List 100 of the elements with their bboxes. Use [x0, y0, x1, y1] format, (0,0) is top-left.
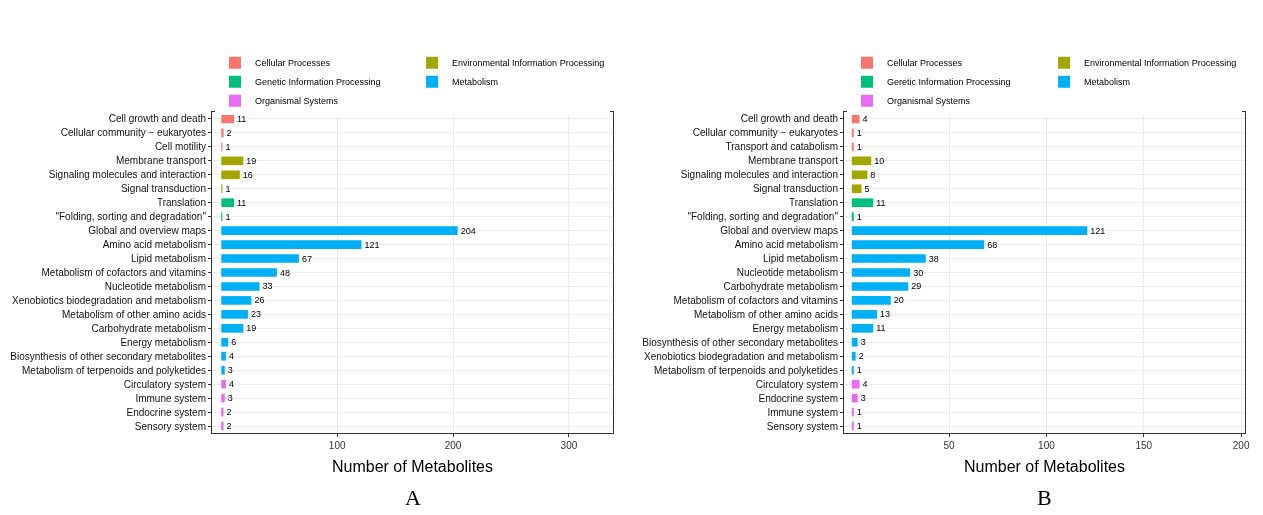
- y-tick-label: Metabolism of terpenoids and polyketides: [653, 364, 838, 376]
- y-tick-label: "Folding, sorting and degradation": [686, 211, 838, 223]
- y-tick-label: Global and overview maps: [719, 225, 838, 237]
- bar: [851, 337, 858, 347]
- bar: [221, 198, 235, 208]
- bar: [221, 337, 229, 347]
- x-tick-label: 100: [1037, 440, 1055, 451]
- bar: [851, 156, 871, 166]
- y-tick-label: Amino acid metabolism: [102, 239, 206, 251]
- x-tick-label: 100: [328, 440, 346, 451]
- data-label: 48: [279, 267, 290, 278]
- data-label: 20: [893, 295, 904, 306]
- data-label: 13: [879, 309, 890, 320]
- bar: [851, 254, 926, 263]
- data-label: 2: [226, 421, 232, 432]
- y-tick-label: Membrane transport: [115, 155, 207, 167]
- bar: [851, 324, 873, 333]
- x-tick-label: 300: [560, 440, 578, 451]
- bar: [851, 296, 891, 305]
- y-tick-label: Metabolism of other amino acids: [62, 308, 206, 320]
- y-tick-label: Lipid metabolism: [130, 253, 206, 265]
- y-tick-label: Cellular community − eukaryotes: [692, 127, 838, 139]
- data-label: 4: [228, 351, 234, 362]
- bar: [851, 170, 867, 180]
- data-label: 3: [227, 393, 233, 404]
- bar: [221, 393, 225, 403]
- y-tick-label: Signaling molecules and interaction: [48, 169, 206, 181]
- x-tick-label: 200: [444, 440, 462, 451]
- bar: [851, 379, 860, 389]
- data-label: 19: [246, 155, 257, 166]
- bar: [851, 240, 984, 249]
- data-label: 11: [237, 113, 247, 124]
- data-label: 121: [364, 239, 380, 250]
- data-label: 1: [856, 141, 862, 152]
- bar: [221, 421, 224, 431]
- y-tick-label: Metabolism of terpenoids and polyketides: [22, 364, 206, 376]
- bar: [221, 170, 240, 180]
- y-tick-label: Cell growth and death: [740, 113, 838, 125]
- data-label: 23: [250, 309, 261, 320]
- y-tick-label: Xenobiotics biodegradation and metabolism: [11, 294, 206, 306]
- y-tick-label: Circulatory system: [123, 378, 206, 390]
- x-axis-title: Number of Metabolites: [332, 457, 493, 475]
- data-label: 1: [856, 127, 862, 138]
- bar: [851, 184, 862, 194]
- data-label: 2: [226, 407, 232, 418]
- data-label: 1: [225, 211, 231, 222]
- x-tick-label: 150: [1134, 440, 1153, 451]
- legend-label: Cellular Processes: [255, 58, 331, 69]
- y-tick-label: Carbohydrate metabolism: [723, 280, 838, 292]
- y-tick-label: Lipid metabolism: [762, 253, 838, 265]
- y-tick-label: Cell motility: [154, 141, 206, 153]
- y-tick-label: Amino acid metabolism: [734, 239, 838, 251]
- data-label: 1: [856, 421, 862, 432]
- y-tick-label: Signaling molecules and interaction: [680, 169, 838, 181]
- bar: [221, 240, 362, 249]
- data-label: 204: [460, 225, 476, 236]
- data-label: 68: [986, 239, 997, 250]
- legend-label: Metabolism: [452, 77, 499, 88]
- data-label: 11: [875, 197, 886, 208]
- text: A: [405, 485, 421, 510]
- x-axis-title: Number of Metabolites: [963, 457, 1125, 475]
- data-label: 10: [873, 155, 884, 166]
- data-label: 11: [237, 197, 247, 208]
- data-label: 4: [862, 113, 868, 124]
- data-label: 5: [864, 183, 870, 194]
- bar: [221, 365, 225, 375]
- y-tick-label: Translation: [156, 197, 206, 209]
- bar: [221, 254, 299, 263]
- data-label: 3: [227, 365, 233, 376]
- y-tick-label: Biosynthesis of other secondary metabolites: [641, 336, 838, 348]
- y-tick-label: Metabolism of cofactors and vitamins: [41, 267, 206, 278]
- data-label: 1: [856, 365, 862, 376]
- y-tick-label: Sensory system: [766, 420, 838, 432]
- y-tick-label: Biosynthesis of other secondary metabolites: [10, 350, 206, 362]
- bar: [851, 114, 860, 124]
- bar: [851, 393, 858, 403]
- legend-label: Metabolism: [1083, 77, 1130, 88]
- y-tick-label: Xenobiotics biodegradation and metabolism: [643, 350, 838, 362]
- bar: [221, 114, 235, 124]
- y-tick-label: Immune system: [135, 392, 206, 404]
- bar: [851, 226, 1087, 235]
- data-label: 29: [910, 281, 921, 292]
- bar: [221, 128, 224, 138]
- legend-label: Genetic Information Processing: [255, 77, 381, 88]
- data-label: 1: [225, 183, 231, 194]
- data-label: 2: [858, 351, 864, 362]
- x-tick-label: 50: [943, 440, 955, 451]
- data-label: 3: [860, 337, 866, 348]
- y-tick-label: Nucleotide metabolism: [736, 267, 838, 278]
- data-label: 4: [228, 379, 234, 390]
- data-label: 33: [262, 281, 273, 292]
- y-tick-label: Metabolism of cofactors and vitamins: [672, 294, 838, 306]
- data-label: 1: [856, 211, 862, 222]
- legend-label: Geretic Information Processing: [886, 77, 1011, 88]
- bar: [221, 379, 226, 389]
- y-tick-label: Global and overview maps: [88, 225, 206, 237]
- bar: [851, 351, 856, 361]
- data-label: 30: [912, 267, 923, 278]
- data-label: 2: [226, 127, 232, 138]
- y-tick-label: Cellular community − eukaryotes: [60, 127, 206, 139]
